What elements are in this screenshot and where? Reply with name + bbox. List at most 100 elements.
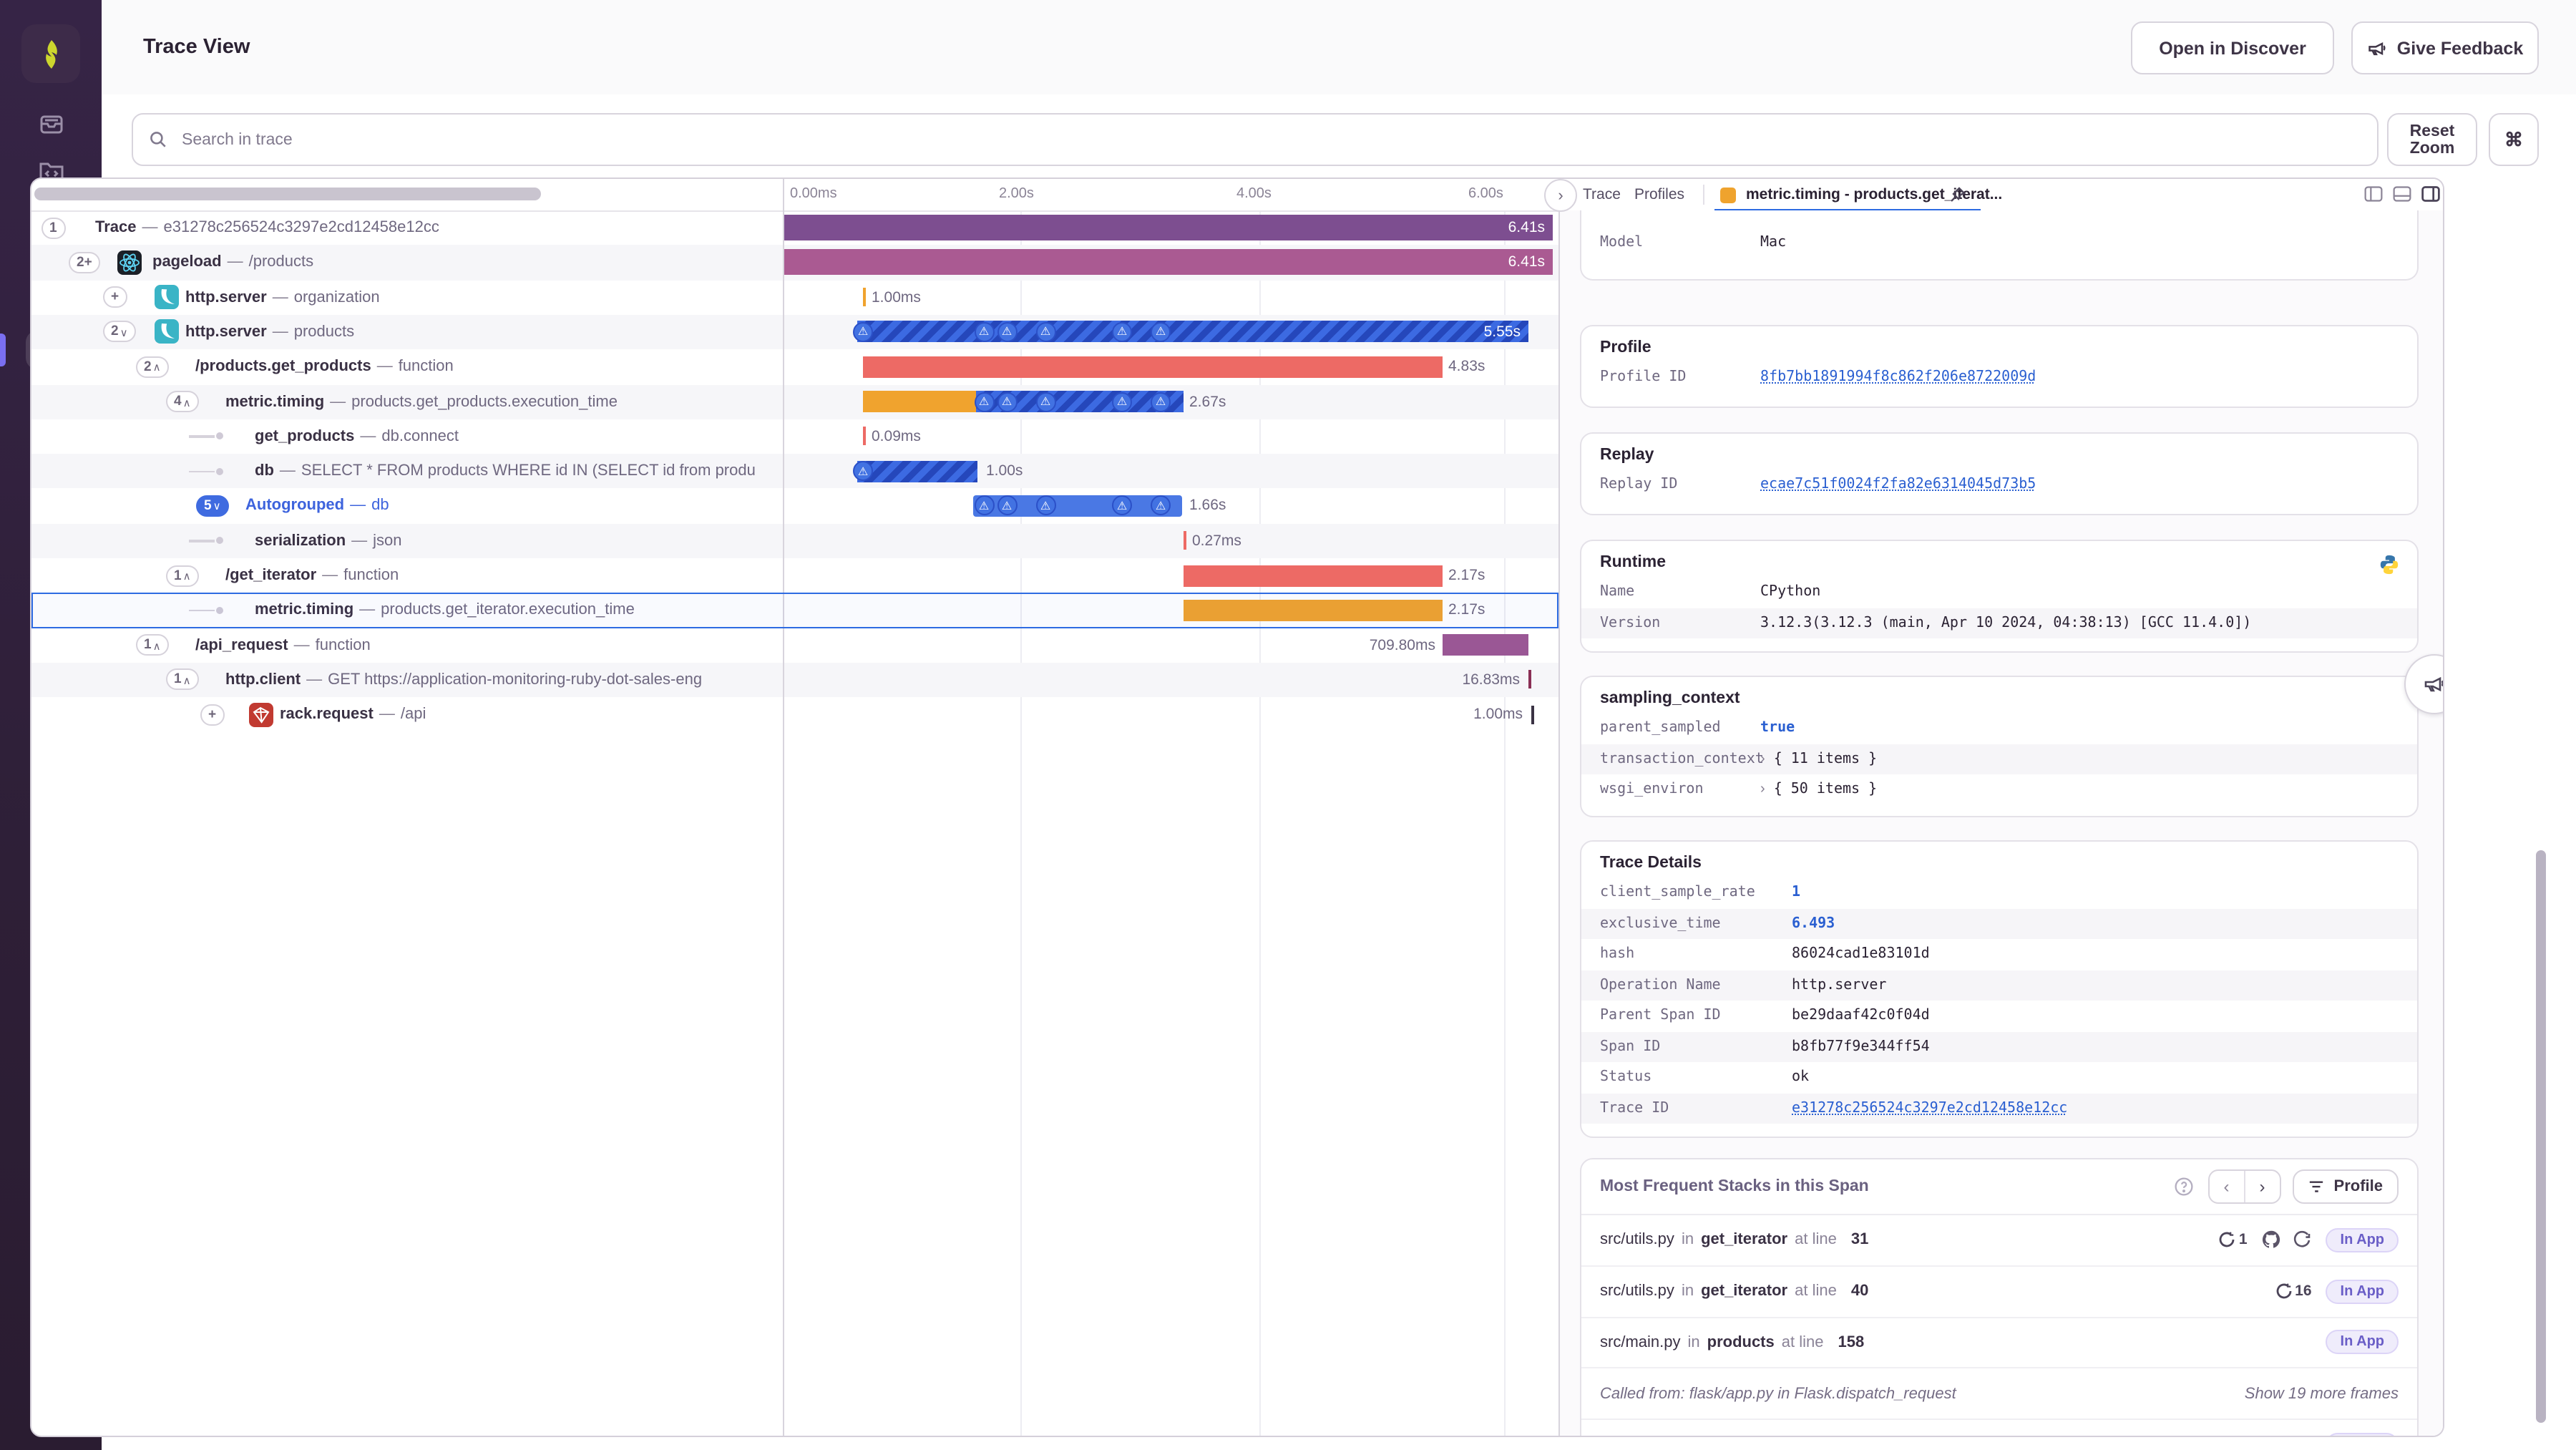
tree-row-rack-request[interactable]: + rack.request —/api — [31, 697, 783, 732]
profile-id-link[interactable]: 8fb7bb1891994f8c862f206e8722009d — [1760, 369, 2036, 386]
tree-row-metric-timing-get-products[interactable]: 4 ∧ metric.timing — products.get_products.e… — [31, 384, 783, 419]
wf-row-serialization[interactable]: 0.27ms — [784, 523, 1558, 558]
span-bar[interactable] — [1184, 565, 1443, 587]
row-badge[interactable]: 2 ∨ — [102, 321, 137, 343]
reset-zoom-button[interactable]: Reset Zoom — [2387, 113, 2477, 166]
row-badge[interactable]: + — [102, 286, 128, 308]
span-tick[interactable] — [1528, 670, 1531, 689]
tree-row-serialization-json[interactable]: serialization — json — [31, 523, 783, 558]
wf-row-get-products-function[interactable]: 4.83s — [784, 349, 1558, 384]
layout-bottom-icon[interactable] — [2393, 186, 2411, 202]
span-bar[interactable] — [1443, 634, 1528, 656]
duration-label: 2.17s — [1448, 567, 1485, 584]
row-badge[interactable]: 1 ∧ — [165, 565, 200, 587]
drawer-chevron-icon[interactable]: › — [1544, 179, 1577, 212]
wf-row-db-select[interactable]: ⚠ 1.00s — [784, 454, 1558, 489]
tree-row-get-iterator-function[interactable]: 1 ∧ /get_iterator — function — [31, 558, 783, 593]
span-bar-pageload[interactable]: 6.41s — [784, 249, 1552, 276]
layout-right-icon[interactable] — [2421, 186, 2440, 202]
kv-row-expandable[interactable]: transaction_context ›{ 11 items } — [1581, 744, 2417, 774]
row-badge[interactable]: 1 ∧ — [135, 634, 170, 656]
stack-frame-row[interactable]: src/utils.py in get_iterator at line 31 1 In… — [1581, 1215, 2417, 1267]
wf-row-get-iterator[interactable]: 2.17s — [784, 558, 1558, 593]
stack-caller-row[interactable]: Called from: flask/app.py in Flask.dispa… — [1581, 1369, 2417, 1421]
show-more-frames-link[interactable]: Show 19 more frames — [2244, 1385, 2399, 1403]
stack-frame-row[interactable]: src/utils.py in get_iterator at line 40 16 I… — [1581, 1267, 2417, 1318]
wf-row-http-client[interactable]: 16.83ms — [784, 662, 1558, 698]
trace-id-link[interactable]: e31278c256524c3297e2cd12458e12cc — [1792, 1100, 2068, 1116]
span-tick[interactable] — [862, 427, 865, 446]
github-icon[interactable] — [2262, 1230, 2282, 1250]
span-tick[interactable] — [1184, 531, 1186, 550]
span-bar-trace[interactable]: 6.41s — [784, 215, 1552, 241]
stack-frame-row[interactable]: src/main.py in products at line 158 In App — [1581, 1318, 2417, 1369]
row-label: serialization — json — [255, 532, 402, 550]
sentry-logo[interactable] — [21, 24, 80, 83]
tree-horizontal-scrollbar[interactable] — [34, 188, 541, 200]
tree-row-http-server-products[interactable]: 2 ∨ http.server — products — [31, 314, 783, 350]
tree-row-http-server-organization[interactable]: + http.server — organization — [31, 280, 783, 315]
pin-icon[interactable] — [1949, 186, 1966, 203]
row-badge-autogroup[interactable]: 5 ∨ — [195, 495, 230, 517]
tree-row-get-products-function[interactable]: 2 ∧ /products.get_products — function — [31, 349, 783, 384]
span-bar-striped[interactable] — [857, 460, 977, 482]
wf-row-http-server-organization[interactable]: 1.00ms — [784, 280, 1558, 315]
wf-row-autogrouped[interactable]: ⚠ ⚠ ⚠ ⚠ ⚠ 1.66s — [784, 489, 1558, 524]
row-badge[interactable]: 1 ∧ — [165, 668, 200, 691]
kv-row: Name CPython — [1600, 584, 1821, 600]
span-bar[interactable] — [862, 391, 975, 413]
kv-row: Parent Span ID be29daaf42c0f04d — [1600, 1008, 1930, 1024]
profile-button[interactable]: Profile — [2292, 1169, 2399, 1204]
span-bar-striped[interactable]: 5.55s — [857, 321, 1528, 343]
expand-chevron-icon: › — [1760, 751, 1765, 767]
wf-row-pageload[interactable]: 6.41s — [784, 245, 1558, 281]
span-bar-selected[interactable] — [1184, 599, 1443, 621]
help-circle-icon[interactable] — [2174, 1177, 2194, 1197]
wf-row-metric-timing-get-iterator-selected[interactable]: 2.17s — [784, 593, 1558, 628]
tab-profiles[interactable]: Profiles — [1634, 186, 1685, 203]
duration-label: 5.55s — [1483, 323, 1521, 341]
kv-row: Span ID b8fb77f9e344ff54 — [1581, 1031, 2417, 1062]
right-scrollbar-thumb[interactable] — [2536, 850, 2546, 1423]
shortcuts-button[interactable]: ⌘ — [2489, 113, 2539, 166]
span-bar[interactable] — [862, 356, 1443, 378]
layout-left-icon[interactable] — [2364, 186, 2383, 202]
tree-row-autogrouped-db[interactable]: 5 ∨ Autogrouped — db — [31, 489, 783, 524]
refresh-icon — [2220, 1232, 2235, 1248]
open-in-discover-button[interactable]: Open in Discover — [2131, 21, 2334, 74]
search-input[interactable] — [179, 130, 2361, 150]
stacks-title: Most Frequent Stacks in this Span — [1600, 1178, 1869, 1195]
tree-row-http-client[interactable]: 1 ∧ http.client — GET https://application-m… — [31, 662, 783, 698]
issues-icon[interactable] — [36, 109, 67, 140]
error-chip-icon: ⚠ — [1112, 391, 1132, 412]
wf-row-http-server-products[interactable]: 5.55s ⚠ ⚠ ⚠ ⚠ ⚠ ⚠ — [784, 314, 1558, 350]
replay-id-link[interactable]: ecae7c51f0024f2fa82e6314045d73b5 — [1760, 477, 2036, 493]
row-badge[interactable]: 2+ — [68, 251, 101, 273]
tab-trace[interactable]: Trace — [1583, 186, 1621, 203]
wf-row-db-connect[interactable]: 0.09ms — [784, 419, 1558, 454]
wf-row-api-request[interactable]: 709.80ms — [784, 628, 1558, 663]
row-badge[interactable]: 2 ∧ — [135, 356, 170, 378]
span-tick[interactable] — [1531, 705, 1533, 724]
seer-icon[interactable] — [2292, 1230, 2312, 1250]
tree-leaf-dot — [215, 432, 223, 440]
give-feedback-button[interactable]: Give Feedback — [2351, 21, 2539, 74]
wf-row-rack-request[interactable]: 1.00ms — [784, 697, 1558, 732]
tree-row-db-select[interactable]: db — SELECT * FROM products WHERE id IN (S… — [31, 454, 783, 489]
row-badge[interactable]: 4 ∧ — [165, 391, 200, 413]
tree-row-get-products-db-connect[interactable]: get_products — db.connect — [31, 419, 783, 454]
next-stack-icon[interactable]: › — [2259, 1177, 2265, 1197]
tree-row-api-request-function[interactable]: 1 ∧ /api_request — function — [31, 628, 783, 663]
row-badge[interactable]: 1 — [41, 217, 66, 239]
wf-row-trace[interactable]: 6.41s — [784, 210, 1558, 245]
tree-row-trace[interactable]: 1 Trace — e31278c256524c3297e2cd12458e12cc — [31, 210, 783, 245]
in-app-badge: In App — [2326, 1227, 2399, 1252]
kv-row-expandable[interactable]: wsgi_environ ›{ 50 items } — [1600, 782, 1878, 798]
wf-row-metric-timing-get-products[interactable]: ⚠ ⚠ ⚠ ⚠ ⚠ 2.67s — [784, 384, 1558, 419]
stack-frame-row[interactable]: gunicornin<module>at line8 In App — [1581, 1420, 2417, 1436]
span-tick[interactable] — [863, 288, 866, 307]
tree-row-pageload[interactable]: 2+ pageload —/products — [31, 245, 783, 281]
tree-row-metric-timing-get-iterator-selected[interactable]: metric.timing — products.get_iterator.exec… — [31, 593, 783, 628]
prev-stack-icon[interactable]: ‹ — [2210, 1171, 2245, 1202]
row-badge[interactable]: + — [200, 704, 225, 726]
